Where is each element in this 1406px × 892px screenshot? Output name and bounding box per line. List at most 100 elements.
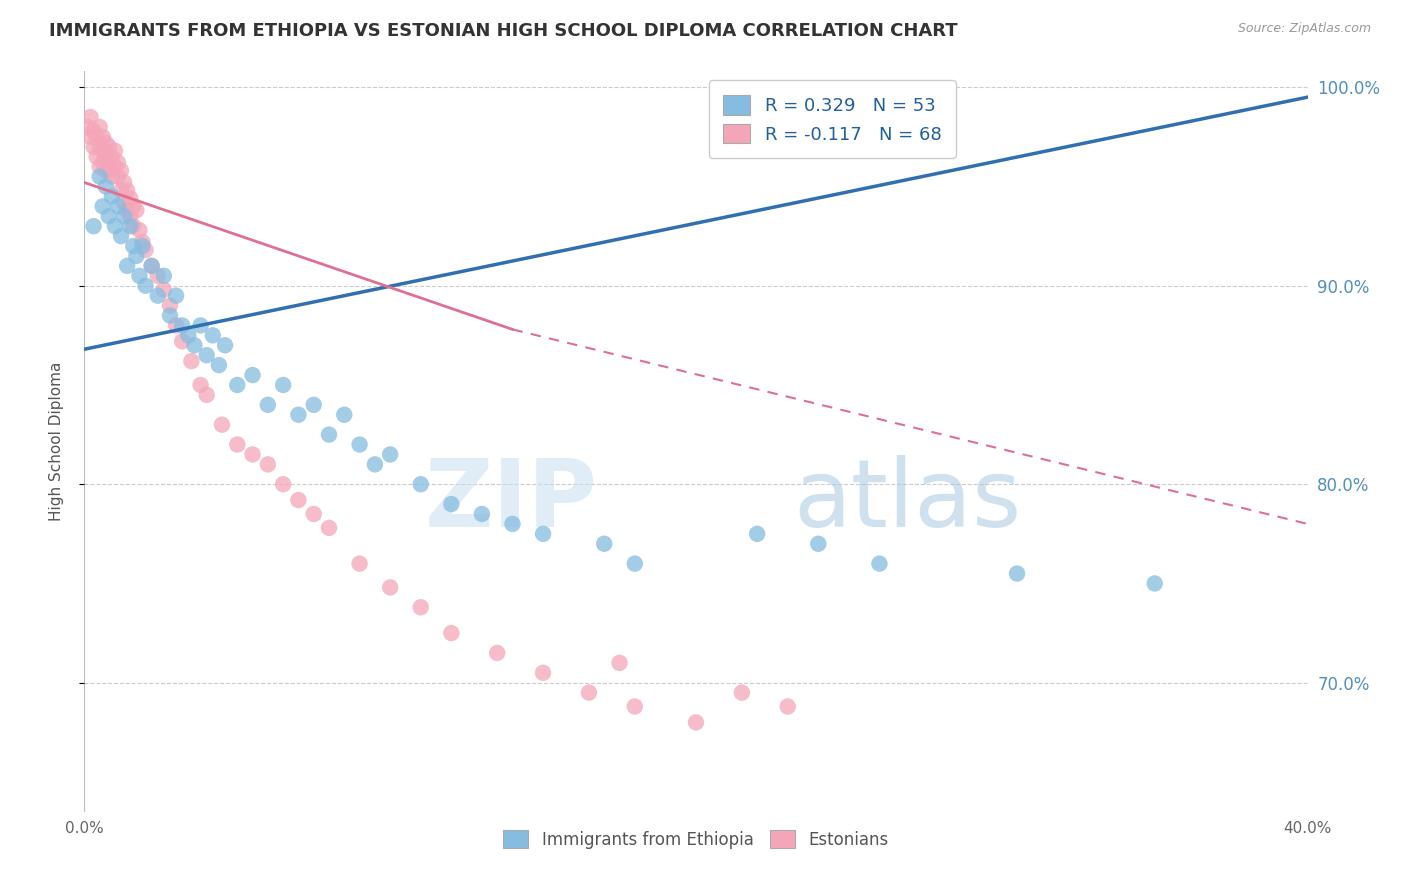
Point (104, 219, 127, 234)
Point (125, 203, 148, 218)
Point (104, 160, 127, 174)
Point (364, 458, 387, 472)
Point (440, 626, 463, 640)
Point (226, 437, 249, 451)
Point (83, 124, 105, 138)
Point (91, 155, 114, 169)
Point (76, 120, 98, 134)
Point (94, 163, 117, 178)
Point (409, 477, 432, 491)
Point (349, 437, 371, 451)
Point (122, 199, 145, 213)
Point (110, 229, 132, 244)
Point (83, 219, 105, 234)
Text: IMMIGRANTS FROM ETHIOPIA VS ESTONIAN HIGH SCHOOL DIPLOMA CORRELATION CHART: IMMIGRANTS FROM ETHIOPIA VS ESTONIAN HIG… (49, 22, 957, 40)
Point (302, 398, 325, 412)
Point (685, 715, 707, 730)
Point (869, 557, 891, 571)
Point (211, 417, 233, 432)
Point (97, 209, 120, 223)
Point (201, 328, 224, 343)
Point (208, 358, 231, 372)
Point (135, 278, 157, 293)
Point (79, 129, 101, 144)
Point (101, 169, 124, 184)
Point (115, 259, 138, 273)
Point (333, 408, 356, 422)
Point (287, 493, 309, 508)
Point (112, 195, 135, 210)
Point (125, 249, 148, 263)
Point (380, 581, 402, 595)
Point (112, 176, 135, 190)
Point (97, 153, 120, 168)
Point (86, 129, 108, 144)
Point (89, 169, 111, 184)
Text: atlas: atlas (794, 455, 1022, 547)
Point (195, 348, 218, 362)
Point (1143, 576, 1166, 591)
Point (97, 140, 120, 154)
Point (226, 378, 249, 392)
Point (110, 163, 132, 178)
Point (153, 283, 176, 297)
Text: ZIP: ZIP (425, 455, 598, 547)
Point (153, 268, 176, 283)
Point (531, 665, 554, 680)
Point (83, 140, 105, 154)
Point (1005, 566, 1028, 581)
Point (172, 334, 194, 349)
Point (318, 427, 340, 442)
Point (486, 646, 509, 660)
Point (131, 235, 153, 249)
Point (242, 368, 264, 382)
Point (101, 150, 124, 164)
Point (86, 150, 108, 164)
Point (183, 338, 205, 352)
Point (409, 600, 432, 615)
Point (128, 268, 150, 283)
Point (110, 184, 132, 198)
Point (91, 144, 114, 158)
Point (165, 288, 187, 302)
Point (593, 537, 616, 551)
Point (807, 537, 830, 551)
Point (91, 129, 114, 144)
Point (146, 288, 169, 302)
Point (120, 191, 142, 205)
Point (122, 219, 145, 234)
Point (141, 259, 163, 273)
Point (107, 199, 129, 213)
Point (287, 408, 309, 422)
Point (624, 557, 647, 571)
Point (609, 656, 631, 670)
Point (165, 318, 187, 333)
Point (94, 147, 117, 161)
Point (128, 223, 150, 237)
Point (131, 239, 153, 253)
Point (177, 328, 200, 343)
Point (180, 354, 202, 368)
Point (747, 526, 769, 541)
Point (89, 120, 111, 134)
Point (731, 685, 754, 699)
Point (115, 203, 138, 218)
Point (190, 318, 212, 333)
Point (531, 526, 554, 541)
Text: Source: ZipAtlas.com: Source: ZipAtlas.com (1237, 22, 1371, 36)
Point (380, 447, 402, 461)
Y-axis label: High School Diploma: High School Diploma (49, 362, 63, 521)
Point (89, 160, 111, 174)
Point (89, 140, 111, 154)
Point (122, 239, 145, 253)
Point (624, 699, 647, 714)
Point (190, 378, 212, 392)
Point (318, 521, 340, 535)
Point (107, 169, 129, 184)
Point (141, 259, 163, 273)
Point (578, 685, 600, 699)
Point (242, 447, 264, 461)
Point (159, 309, 181, 323)
Point (112, 209, 135, 223)
Point (271, 378, 294, 392)
